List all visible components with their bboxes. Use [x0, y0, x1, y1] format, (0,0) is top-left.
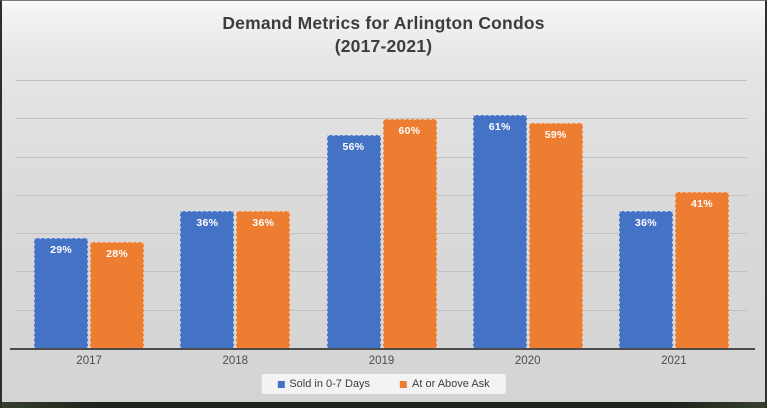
bar-sold-in-0-7-days-2020: 61%	[472, 115, 527, 349]
legend-label: At or Above Ask	[412, 378, 490, 390]
chart-title-line-2: (2017-2021)	[334, 36, 433, 56]
bar-value-label: 61%	[488, 121, 511, 134]
bar-at-or-above-ask-2021: 41%	[674, 192, 729, 349]
gridline-50	[16, 156, 747, 158]
bar-group-2020: 61% 59%	[455, 81, 601, 349]
x-axis-label-2021: 2021	[661, 355, 687, 367]
bar-sold-in-0-7-days-2017: 29%	[34, 237, 89, 349]
bar-groups: 29% 28% 36% 36% 56% 60% 61% 59% 36% 41%	[16, 81, 747, 349]
bar-group-2019: 56% 60%	[308, 81, 454, 349]
x-axis-label-2020: 2020	[514, 355, 541, 367]
gridline-60	[16, 118, 747, 120]
legend-swatch-icon	[277, 380, 285, 388]
x-axis-label-2018: 2018	[222, 355, 249, 367]
bar-value-label: 28%	[106, 247, 129, 260]
bar-group-2017: 29% 28%	[16, 81, 162, 349]
bar-at-or-above-ask-2019: 60%	[382, 119, 437, 349]
window-bottom-edge	[2, 402, 765, 408]
bar-value-label: 29%	[50, 243, 73, 256]
bar-value-label: 36%	[252, 217, 275, 230]
bar-at-or-above-ask-2018: 36%	[236, 211, 291, 349]
x-axis-label-2019: 2019	[368, 355, 395, 367]
gridline-10	[16, 309, 747, 311]
legend-item-at-or-above-ask: At or Above Ask	[400, 378, 490, 390]
gridline-40	[16, 194, 747, 196]
x-axis-line	[10, 348, 755, 350]
x-axis-labels: 2017 2018 2019 2020 2021	[16, 355, 747, 367]
plot-area: 29% 28% 36% 36% 56% 60% 61% 59% 36% 41%	[16, 80, 747, 349]
gridline-70	[16, 80, 747, 81]
bar-value-label: 36%	[634, 217, 657, 230]
gridline-20	[16, 271, 747, 273]
legend-label: Sold in 0-7 Days	[289, 378, 371, 390]
legend-swatch-icon	[400, 380, 408, 388]
bar-value-label: 41%	[690, 198, 713, 211]
bar-value-label: 59%	[544, 129, 567, 142]
bar-at-or-above-ask-2020: 59%	[528, 123, 583, 349]
chart-title: Demand Metrics for Arlington Condos (201…	[2, 12, 765, 58]
bar-at-or-above-ask-2017: 28%	[90, 241, 145, 349]
bar-group-2021: 36% 41%	[601, 81, 747, 349]
bar-group-2018: 36% 36%	[162, 81, 308, 349]
bar-value-label: 56%	[342, 140, 365, 153]
legend: Sold in 0-7 Days At or Above Ask	[261, 374, 506, 394]
bar-sold-in-0-7-days-2021: 36%	[618, 211, 673, 349]
bar-sold-in-0-7-days-2018: 36%	[180, 211, 235, 349]
gridline-30	[16, 233, 747, 235]
chart-title-line-1: Demand Metrics for Arlington Condos	[222, 13, 545, 33]
bar-value-label: 60%	[398, 125, 421, 138]
legend-item-sold-in-0-7-days: Sold in 0-7 Days	[277, 378, 370, 390]
bar-sold-in-0-7-days-2019: 56%	[326, 134, 381, 349]
bar-value-label: 36%	[196, 217, 219, 230]
x-axis-label-2017: 2017	[76, 355, 102, 367]
